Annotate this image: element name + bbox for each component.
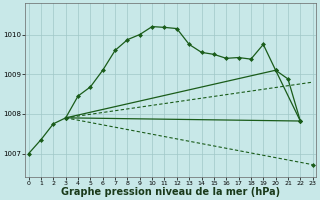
X-axis label: Graphe pression niveau de la mer (hPa): Graphe pression niveau de la mer (hPa): [61, 187, 280, 197]
